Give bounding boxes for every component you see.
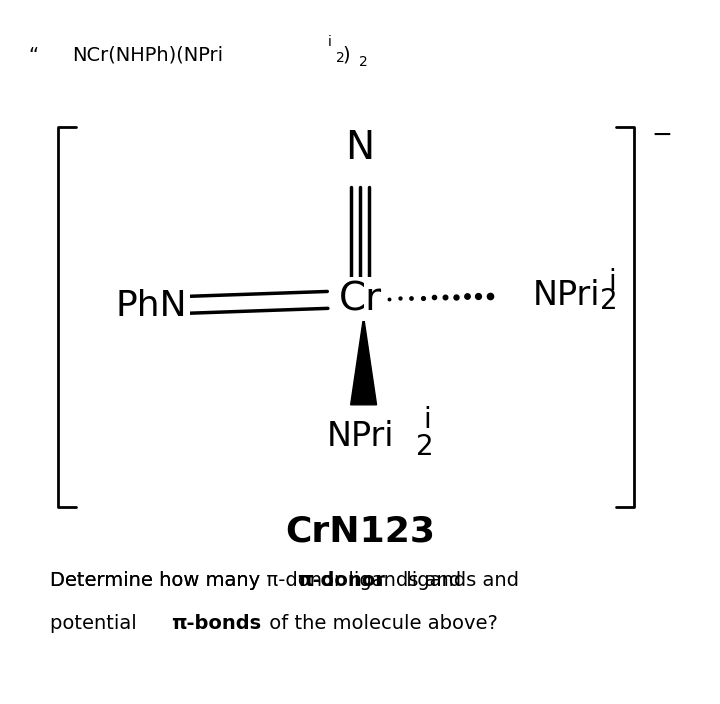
Text: N: N <box>346 129 374 167</box>
Text: Determine how many: Determine how many <box>50 572 267 590</box>
Text: −: − <box>652 123 672 147</box>
Text: “: “ <box>29 46 39 65</box>
Text: 2: 2 <box>600 287 618 315</box>
Text: ): ) <box>343 46 351 65</box>
Text: π-donor: π-donor <box>297 572 384 590</box>
Text: potential: potential <box>50 614 143 632</box>
Text: 2: 2 <box>416 433 433 461</box>
Text: ligands and: ligands and <box>400 572 518 590</box>
Text: 2: 2 <box>359 55 367 69</box>
Text: i: i <box>423 406 431 434</box>
Text: Cr: Cr <box>338 280 382 318</box>
Text: NCr(NHPh)(NPri: NCr(NHPh)(NPri <box>72 46 223 65</box>
Text: i: i <box>328 35 331 49</box>
Text: NPri: NPri <box>326 420 394 453</box>
Text: NPri: NPri <box>533 279 600 312</box>
Text: π-bonds: π-bonds <box>171 614 261 632</box>
Text: of the molecule above?: of the molecule above? <box>263 614 498 632</box>
Text: PhN: PhN <box>115 289 187 323</box>
Text: 2: 2 <box>336 51 344 65</box>
Text: i: i <box>608 268 616 296</box>
Text: CrN123: CrN123 <box>285 515 435 548</box>
Text: Determine how many π-donor ligands and: Determine how many π-donor ligands and <box>50 572 462 590</box>
Polygon shape <box>351 317 377 405</box>
